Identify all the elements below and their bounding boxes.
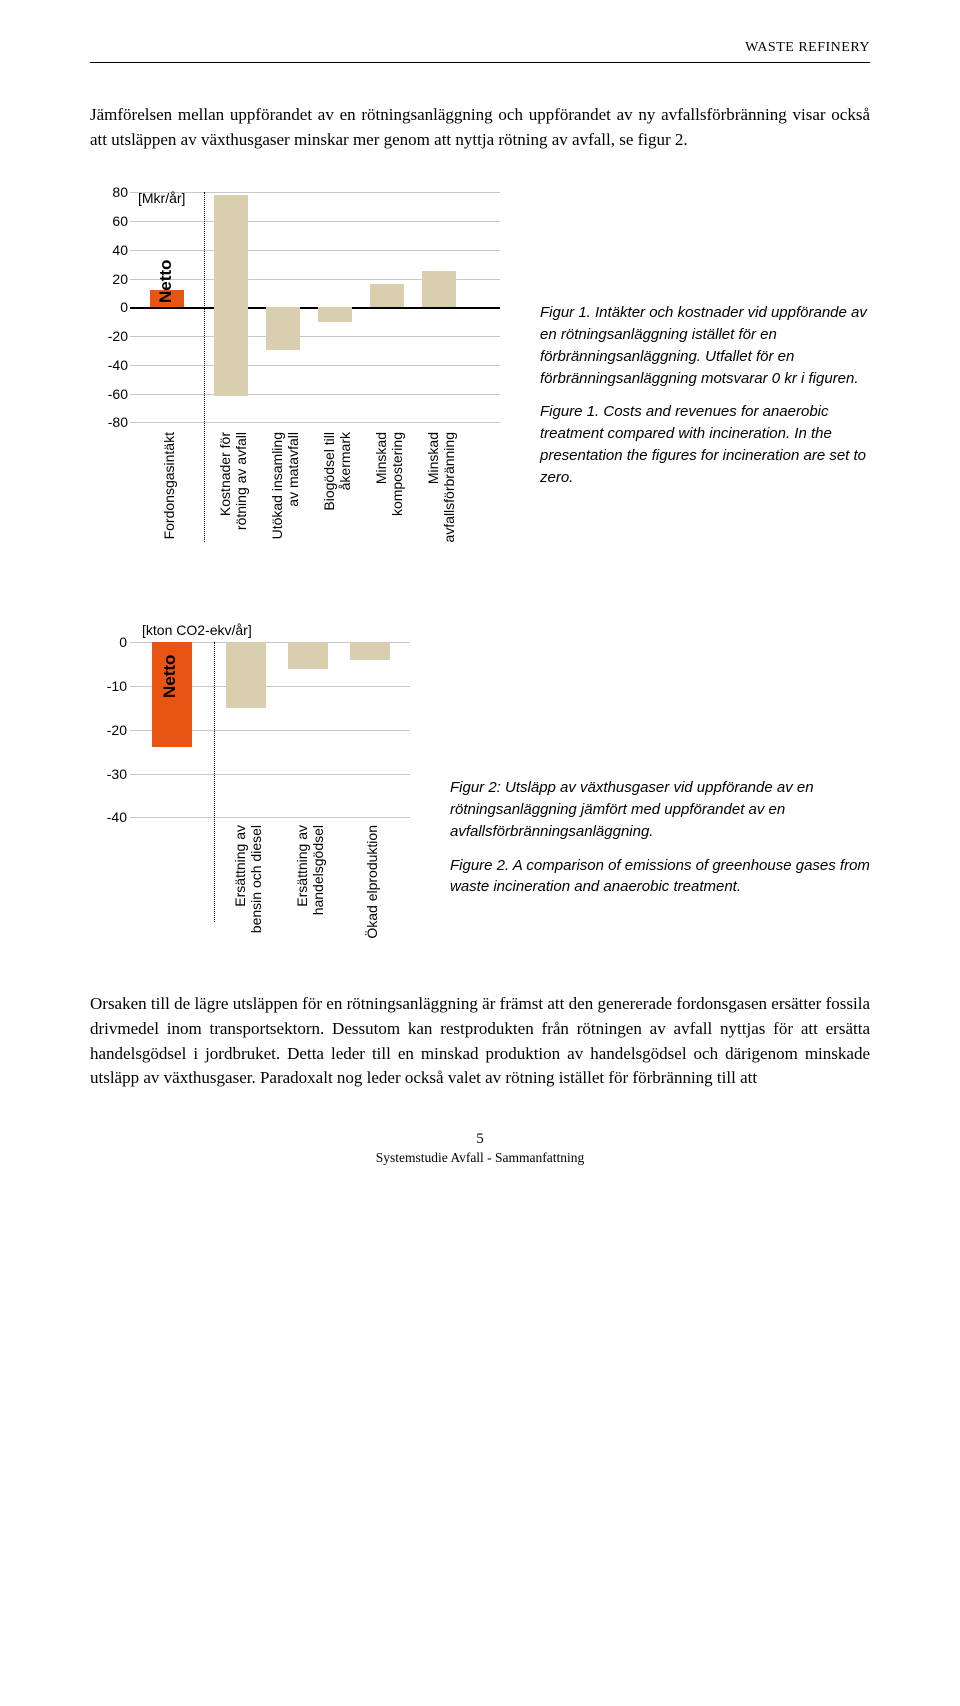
chart-2: [kton CO2-ekv/år] -40 -30 -20 -10 0 Ersättnin… xyxy=(90,622,430,942)
figure-1-caption-sv: Figur 1. Intäkter och kostnader vid uppf… xyxy=(540,302,870,389)
chart1-xlabel: Fordonsgasintäkt xyxy=(161,432,177,567)
outro-paragraph: Orsaken till de lägre utsläppen för en r… xyxy=(90,992,870,1091)
chart1-bar xyxy=(422,271,456,307)
chart1-bar xyxy=(214,195,248,396)
figure-2-caption-sv: Figur 2: Utsläpp av växthusgaser vid upp… xyxy=(450,777,870,842)
figure-2-block: [kton CO2-ekv/år] -40 -30 -20 -10 0 Ersättnin… xyxy=(90,622,870,942)
chart1-ytick: -20 xyxy=(100,328,128,344)
chart2-bar xyxy=(226,642,266,708)
chart2-bar xyxy=(288,642,328,668)
chart1-xlabel: Utökad insamlingav matavfall xyxy=(269,432,301,567)
footer-title: Systemstudie Avfall - Sammanfattning xyxy=(376,1150,585,1165)
figure-2-caption-en: Figure 2. A comparison of emissions of g… xyxy=(450,855,870,899)
chart1-xlabel: Kostnader förrötning av avfall xyxy=(217,432,249,567)
chart2-netto-label: Netto xyxy=(160,655,180,698)
intro-paragraph: Jämförelsen mellan uppförandet av en röt… xyxy=(90,103,870,152)
chart2-ytick: -20 xyxy=(95,722,127,738)
chart1-bar xyxy=(266,307,300,350)
chart1-ytick: 60 xyxy=(100,213,128,229)
page-number: 5 xyxy=(90,1131,870,1148)
chart2-ytick: -40 xyxy=(95,809,127,825)
chart2-xlabel: Ersättning avhandelsgödsel xyxy=(294,825,326,945)
chart2-xlabel: Ökad elproduktion xyxy=(364,825,380,945)
chart1-ytick: -40 xyxy=(100,357,128,373)
chart1-ytick: 80 xyxy=(100,184,128,200)
chart2-unit: [kton CO2-ekv/år] xyxy=(142,622,252,638)
chart2-xlabel: Ersättning avbensin och diesel xyxy=(232,825,264,945)
chart2-ytick: -10 xyxy=(95,678,127,694)
chart1-netto-label: Netto xyxy=(156,260,176,303)
chart1-ytick: -60 xyxy=(100,386,128,402)
chart2-ytick: -30 xyxy=(95,766,127,782)
figure-1-block: [Mkr/år] -80-60-40-20020406080Fordonsgas… xyxy=(90,192,870,572)
chart-1: [Mkr/år] -80-60-40-20020406080Fordonsgas… xyxy=(90,192,520,572)
chart2-separator xyxy=(214,642,215,922)
chart1-bar xyxy=(318,307,352,321)
chart1-ytick: 40 xyxy=(100,242,128,258)
chart2-ytick: 0 xyxy=(95,634,127,650)
chart1-bar xyxy=(370,284,404,307)
figure-1-caption: Figur 1. Intäkter och kostnader vid uppf… xyxy=(520,302,870,500)
chart1-unit: [Mkr/år] xyxy=(138,190,185,206)
chart1-xlabel: Minskadkompostering xyxy=(373,432,405,567)
chart1-ytick: 0 xyxy=(100,299,128,315)
chart2-bar xyxy=(350,642,390,660)
figure-2-caption: Figur 2: Utsläpp av växthusgaser vid upp… xyxy=(430,777,870,910)
page-header: WASTE REFINERY xyxy=(90,40,870,63)
chart1-separator xyxy=(204,192,205,542)
chart1-xlabel: Minskadavfallsförbränning xyxy=(425,432,457,567)
chart1-xlabel: Biogödsel tillåkermark xyxy=(321,432,353,567)
page-footer: 5 Systemstudie Avfall - Sammanfattning xyxy=(90,1131,870,1166)
chart1-ytick: -80 xyxy=(100,414,128,430)
figure-1-caption-en: Figure 1. Costs and revenues for anaerob… xyxy=(540,401,870,488)
chart1-ytick: 20 xyxy=(100,271,128,287)
